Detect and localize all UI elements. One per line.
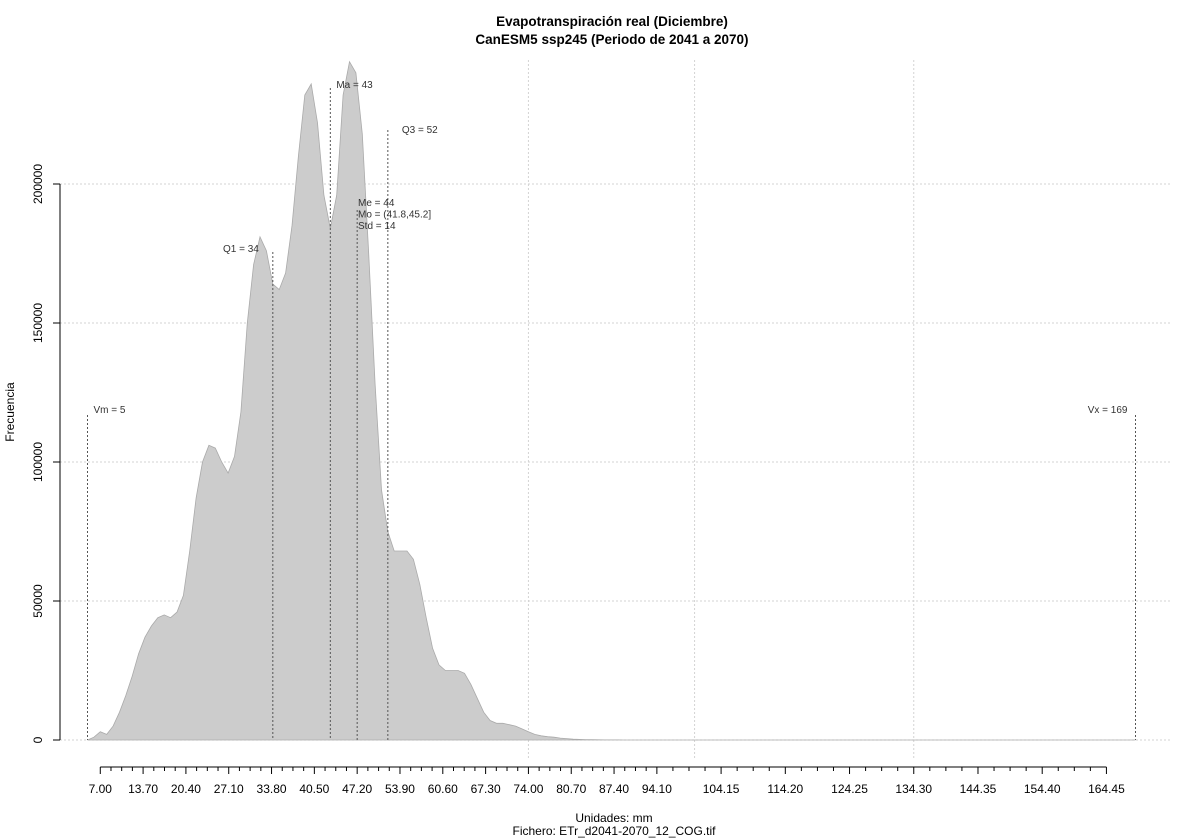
- y-tick-label-0: 0: [31, 736, 45, 743]
- stats-label-0: Me = 44: [358, 198, 395, 209]
- y-tick-label-2: 100000: [31, 442, 45, 482]
- stats-label-1: Mo = (41.8,45.2]: [358, 210, 431, 221]
- vx-label: Vx = 169: [1088, 405, 1128, 416]
- x-tick-label-5: 40.50: [299, 782, 329, 796]
- x-tick-label-17: 134.30: [895, 782, 932, 796]
- x-tick-label-9: 67.30: [471, 782, 501, 796]
- ma-label: Ma = 43: [336, 80, 373, 91]
- x-tick-label-6: 47.20: [342, 782, 372, 796]
- x-tick-label-0: 7.00: [89, 782, 113, 796]
- x-tick-label-1: 13.70: [128, 782, 158, 796]
- y-tick-label-4: 200000: [31, 164, 45, 204]
- x-tick-label-7: 53.90: [385, 782, 415, 796]
- y-tick-label-3: 150000: [31, 303, 45, 343]
- file-label: Fichero: ETr_d2041-2070_12_COG.tif: [513, 824, 717, 838]
- q1-label: Q1 = 34: [223, 244, 259, 255]
- chart-title: Evapotranspiración real (Diciembre): [496, 14, 728, 29]
- y-axis-label: Frecuencia: [3, 382, 17, 442]
- q3-label: Q3 = 52: [402, 125, 438, 136]
- x-tick-label-11: 80.70: [556, 782, 586, 796]
- x-tick-label-13: 94.10: [642, 782, 672, 796]
- y-tick-label-1: 50000: [31, 584, 45, 618]
- x-axis-label: Unidades: mm: [575, 811, 652, 825]
- x-tick-label-16: 124.25: [831, 782, 868, 796]
- x-tick-label-3: 27.10: [214, 782, 244, 796]
- x-tick-label-19: 154.40: [1024, 782, 1061, 796]
- stats-label-2: Std = 14: [358, 221, 396, 232]
- x-tick-label-18: 144.35: [960, 782, 997, 796]
- area-layer: [87, 60, 1136, 741]
- title-group: Evapotranspiración real (Diciembre) CanE…: [475, 14, 748, 47]
- reference-lines: Vm = 5 Q1 = 34 Ma = 43 Q3 = 52 Vx = 169 Me = …: [87, 80, 1136, 740]
- distribution-area: [87, 60, 1136, 741]
- axes: 0 50000 100000 150000 200000 7.00 13.70 20.40 27…: [31, 164, 1125, 796]
- x-tick-label-4: 33.80: [257, 782, 287, 796]
- vm-label: Vm = 5: [94, 405, 126, 416]
- x-tick-label-12: 87.40: [599, 782, 629, 796]
- x-tick-label-8: 60.60: [428, 782, 458, 796]
- x-tick-label-10: 74.00: [513, 782, 543, 796]
- x-tick-label-15: 114.20: [767, 782, 803, 796]
- x-tick-label-2: 20.40: [171, 782, 201, 796]
- x-tick-label-14: 104.15: [703, 782, 740, 796]
- chart-subtitle: CanESM5 ssp245 (Periodo de 2041 a 2070): [475, 32, 748, 47]
- x-tick-label-20: 164.45: [1088, 782, 1125, 796]
